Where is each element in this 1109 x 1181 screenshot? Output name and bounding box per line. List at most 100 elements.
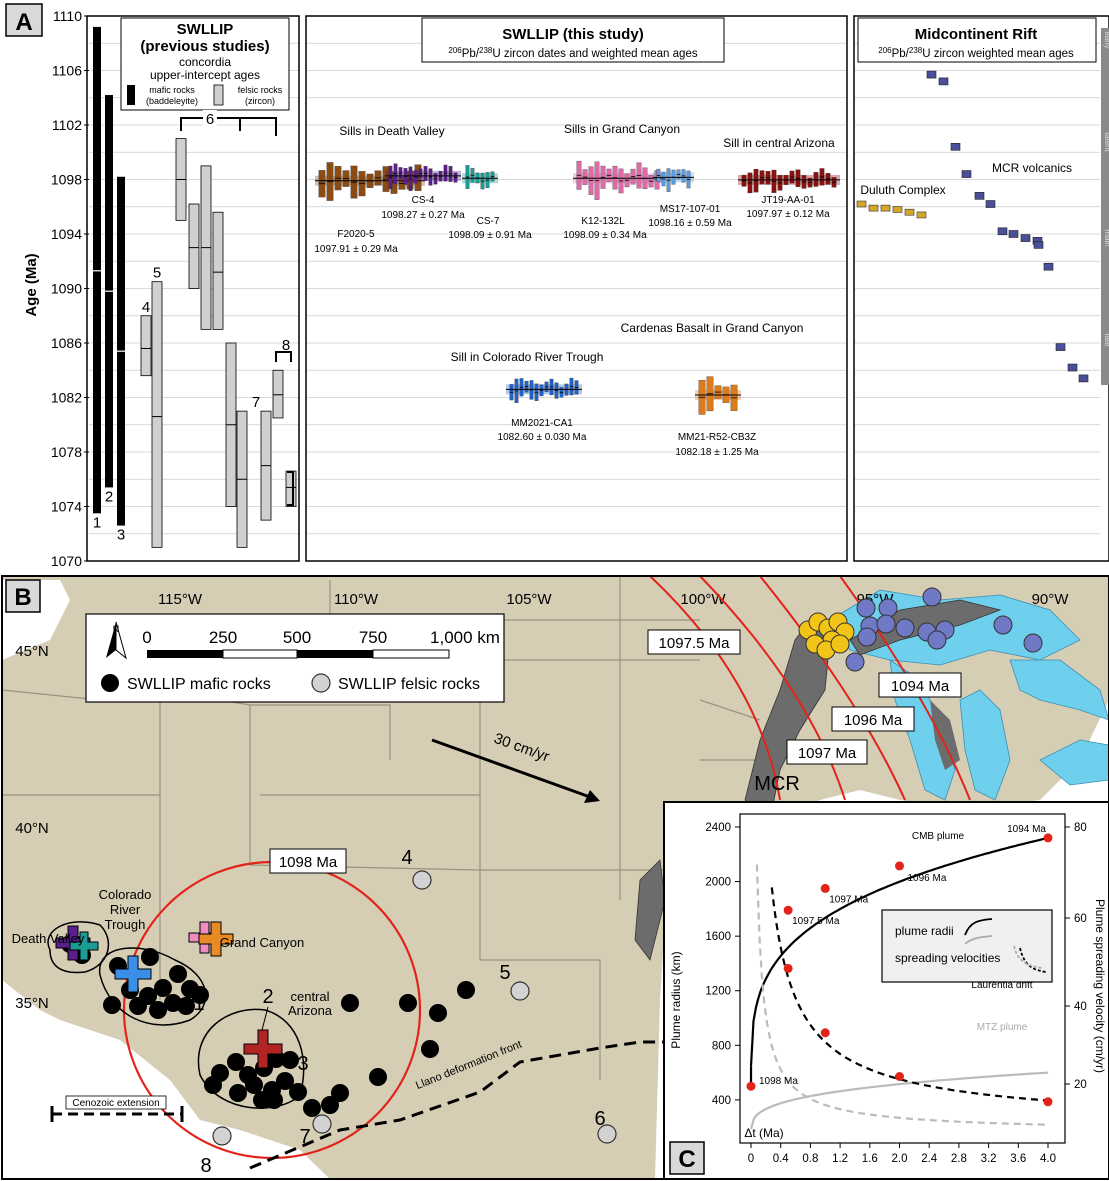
y-left-tick-label: 1600 (705, 931, 731, 943)
mcr-age-marker (1067, 363, 1078, 372)
y-right-tick-label: 80 (1074, 822, 1087, 834)
x-tick-label: 2.8 (951, 1153, 967, 1165)
mcr-age-marker (974, 192, 985, 200)
lon-100: 100°W (680, 591, 726, 608)
x-tick-label: 0.8 (802, 1153, 818, 1165)
arc-label-1097-5: 1097.5 Ma (659, 635, 731, 652)
map-num-2: 2 (262, 986, 273, 1008)
circle-label-box (269, 848, 347, 874)
mcr-age-marker (1020, 234, 1031, 242)
legend-mafic-2: (baddeleyite) (146, 96, 198, 106)
map-num-8: 8 (200, 1155, 211, 1177)
felsic-age-bar (140, 315, 152, 377)
sample-crosses (55, 921, 283, 1069)
cross-death-valley-teal (69, 931, 99, 961)
y-left-tick-label: 2000 (705, 877, 731, 889)
felsic-dot-4 (412, 870, 432, 890)
panel-a: A Age (Ma) 10701074107810821086109010941… (5, 3, 1109, 569)
legend-vel-text: spreading velocities (895, 951, 1000, 965)
mcr-volcanic-map-dot (927, 630, 947, 650)
map-num-1: 1 (193, 993, 204, 1015)
map-frame (1, 575, 1109, 1180)
sample-age: 1097.91 ± 0.29 Ma (314, 244, 398, 255)
outline-death-valley (47, 921, 110, 974)
point-age-label: 1097 Ma (829, 894, 868, 905)
label-crt-2: River (110, 902, 141, 917)
mafic-map-dot (129, 997, 147, 1015)
y-tick-label: 1094 (51, 226, 82, 242)
y-axis-ticks: 1070 1074 1078 1082 1086 1090 1094 1098 1102 1106… (51, 8, 89, 569)
bar-number-label: 5 (153, 265, 161, 282)
y-left-tick-label: 800 (712, 1040, 731, 1052)
bracket-6-right (240, 117, 277, 136)
sample-name: F2020-5 (337, 229, 375, 240)
lon-110: 110°W (334, 591, 379, 608)
felsic-age-bar (272, 369, 284, 419)
outline-central-arizona (197, 1008, 305, 1109)
bracket-6-label: 6 (206, 111, 214, 128)
left-header-box (120, 17, 290, 111)
bracket-6-bg (203, 110, 217, 126)
arc-label-1094: 1094 Ma (891, 678, 950, 695)
mcr-age-marker (997, 227, 1008, 236)
mafic-map-dot (245, 1076, 263, 1094)
mafic-map-dot (191, 986, 209, 1004)
sample-age: 1082.18 ± 1.25 Ma (675, 447, 759, 458)
map-num-4: 4 (401, 847, 412, 869)
drift-arrow-head (584, 790, 600, 803)
radius-age-point (1043, 833, 1053, 843)
sample-name: CS-4 (412, 195, 435, 206)
label-central-1: central (290, 989, 329, 1004)
ocean-pacific (2, 980, 240, 1179)
y-right-tick-label: 20 (1074, 1079, 1087, 1091)
legend-mafic-swatch (127, 85, 135, 105)
lon-115: 115°W (158, 591, 203, 608)
mcr-age-marker (1008, 230, 1019, 238)
mafic-age-bar (93, 26, 101, 514)
mafic-map-dot (229, 1084, 247, 1102)
velocity-age-point (783, 963, 793, 973)
map-num-3: 3 (297, 1053, 308, 1075)
sample-name: JT19-AA-01 (761, 195, 815, 206)
mcr-stage-strip (1101, 28, 1109, 385)
x-tick-label: 0 (748, 1153, 754, 1165)
cross-grand-canyon-orange (198, 921, 234, 957)
y-tick-label: 1102 (52, 117, 82, 133)
right-header-box (857, 17, 1097, 63)
sample-name: MM21-R52-CB3Z (678, 432, 756, 443)
mafic-map-dot (421, 1040, 439, 1058)
arc-label-1097: 1097 Ma (798, 745, 857, 762)
arc-label-box-1097 (786, 739, 868, 765)
state-borders (2, 576, 780, 1080)
mafic-dots (61, 935, 475, 1117)
group-cardenas: Cardenas Basalt in Grand Canyon (621, 321, 804, 335)
group-central-arizona-text: Sill in central Arizona (723, 136, 835, 150)
mcr-age-marker (938, 77, 949, 86)
arc-1097 (699, 576, 846, 801)
duluth-age-marker (916, 211, 927, 219)
x-tick-label: 1.6 (862, 1153, 878, 1165)
mafic-map-dot (149, 1001, 167, 1019)
right-subpanel-frame (853, 15, 1109, 562)
mcr-age-markers (856, 70, 1089, 383)
mcr-volcanic-map-dot (895, 618, 915, 638)
arc-label-box-1094 (878, 672, 962, 698)
scale-seg-2 (222, 649, 298, 659)
cross-colorado-river (114, 955, 152, 993)
legend-radii-text: plume radii (895, 924, 954, 938)
point-age-label: 1097.5 Ma (792, 916, 840, 927)
bar-number-label: 1 (93, 514, 101, 531)
duluth-label: Duluth Complex (860, 183, 945, 197)
lon-105: 105°W (506, 591, 552, 608)
circle-label: 1098 Ma (279, 854, 338, 871)
num-2-leader (261, 1006, 269, 1031)
felsic-age-bar (151, 281, 163, 548)
mtz-label: MTZ plume (977, 1022, 1028, 1033)
sample-age: 1098.09 ± 0.34 Ma (563, 230, 647, 241)
mafic-map-dot (227, 1053, 245, 1071)
left-title-2: (previous studies) (140, 38, 269, 55)
y-tick-label: 1098 (51, 172, 82, 188)
legend-felsic-text: SWLLIP felsic rocks (338, 676, 480, 693)
mafic-map-dot (331, 1084, 349, 1102)
label-central-2: Arizona (288, 1003, 333, 1018)
